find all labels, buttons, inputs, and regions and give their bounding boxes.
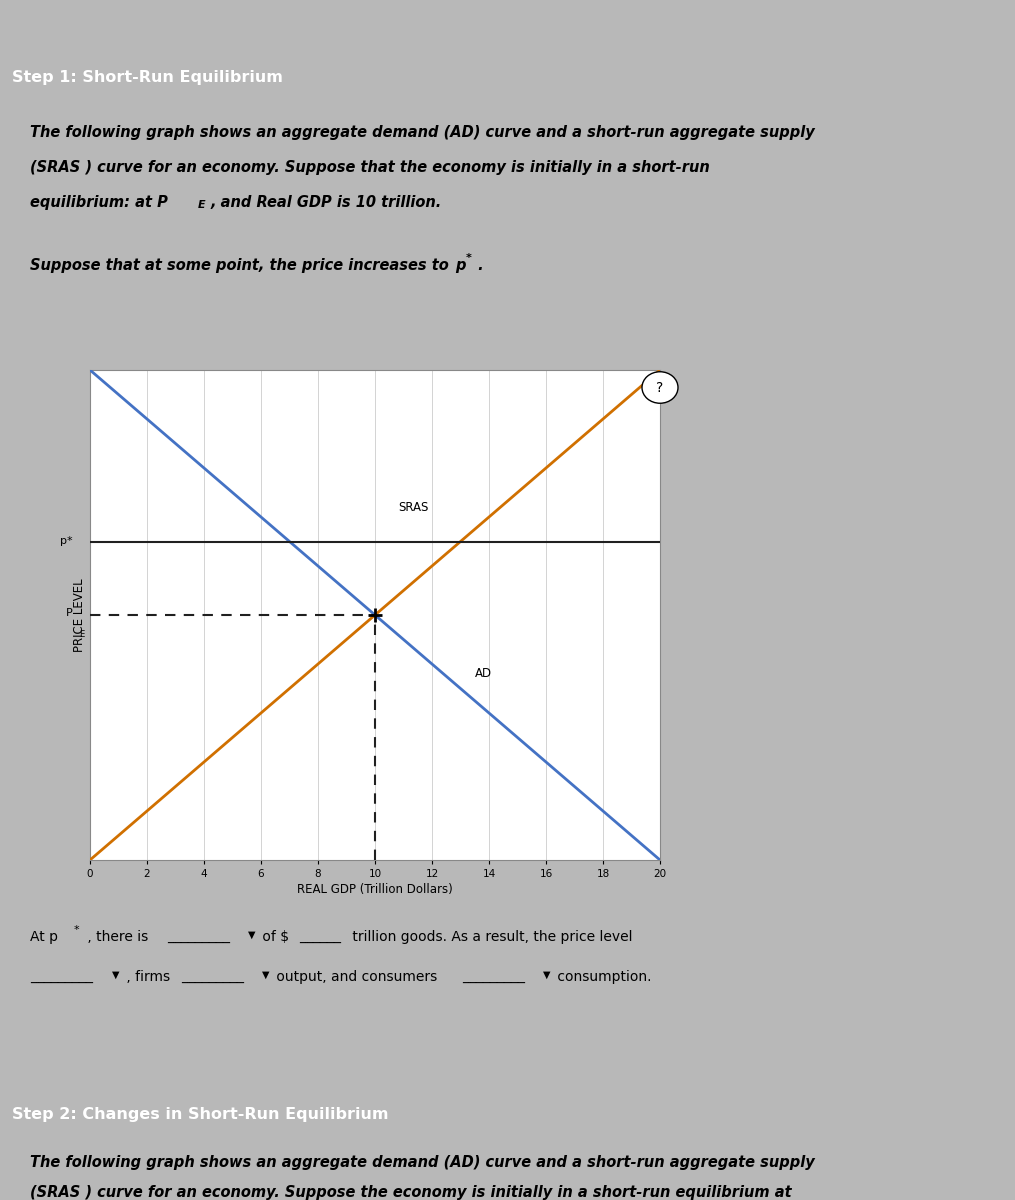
Text: ▼: ▼ xyxy=(112,970,119,980)
Text: , and Real GDP is 10 trillion.: , and Real GDP is 10 trillion. xyxy=(210,194,442,210)
Text: , firms: , firms xyxy=(122,970,170,984)
Text: ?: ? xyxy=(657,380,664,395)
Text: The following graph shows an aggregate demand (AD) curve and a short-run aggrega: The following graph shows an aggregate d… xyxy=(30,1154,815,1170)
Text: (SRAS ) curve for an economy. Suppose the economy is initially in a short-run eq: (SRAS ) curve for an economy. Suppose th… xyxy=(30,1186,792,1200)
Text: E: E xyxy=(79,630,84,640)
Text: output, and consumers: output, and consumers xyxy=(272,970,437,984)
Text: AD: AD xyxy=(475,667,492,680)
Text: ▼: ▼ xyxy=(262,970,269,980)
Text: P: P xyxy=(66,607,73,618)
Text: (SRAS ) curve for an economy. Suppose that the economy is initially in a short-r: (SRAS ) curve for an economy. Suppose th… xyxy=(30,160,710,175)
Text: p: p xyxy=(455,258,465,272)
Text: At p: At p xyxy=(30,930,59,944)
Y-axis label: PRICE LEVEL: PRICE LEVEL xyxy=(73,578,86,652)
Text: ▼: ▼ xyxy=(248,930,255,940)
Text: _________: _________ xyxy=(181,970,244,984)
Text: p*: p* xyxy=(60,536,73,546)
Text: .: . xyxy=(473,258,483,272)
Text: of $: of $ xyxy=(258,930,289,944)
Text: Suppose that at some point, the price increases to: Suppose that at some point, the price in… xyxy=(30,258,455,272)
X-axis label: REAL GDP (Trillion Dollars): REAL GDP (Trillion Dollars) xyxy=(297,883,453,896)
Text: Step 2: Changes in Short-Run Equilibrium: Step 2: Changes in Short-Run Equilibrium xyxy=(12,1106,389,1122)
Text: ______: ______ xyxy=(299,930,341,944)
Text: _________: _________ xyxy=(167,930,230,944)
Text: *: * xyxy=(74,925,80,935)
Text: , there is: , there is xyxy=(83,930,148,944)
Text: consumption.: consumption. xyxy=(553,970,652,984)
Text: _________: _________ xyxy=(462,970,525,984)
Circle shape xyxy=(642,372,678,403)
Text: ▼: ▼ xyxy=(543,970,550,980)
Text: _________: _________ xyxy=(30,970,93,984)
Text: *: * xyxy=(466,253,472,263)
Text: E: E xyxy=(198,200,206,210)
Text: The following graph shows an aggregate demand (AD) curve and a short-run aggrega: The following graph shows an aggregate d… xyxy=(30,125,815,140)
Text: SRAS: SRAS xyxy=(398,500,428,514)
Text: Step 1: Short-Run Equilibrium: Step 1: Short-Run Equilibrium xyxy=(12,70,283,85)
Text: trillion goods. As a result, the price level: trillion goods. As a result, the price l… xyxy=(348,930,632,944)
Text: equilibrium: at P: equilibrium: at P xyxy=(30,194,168,210)
